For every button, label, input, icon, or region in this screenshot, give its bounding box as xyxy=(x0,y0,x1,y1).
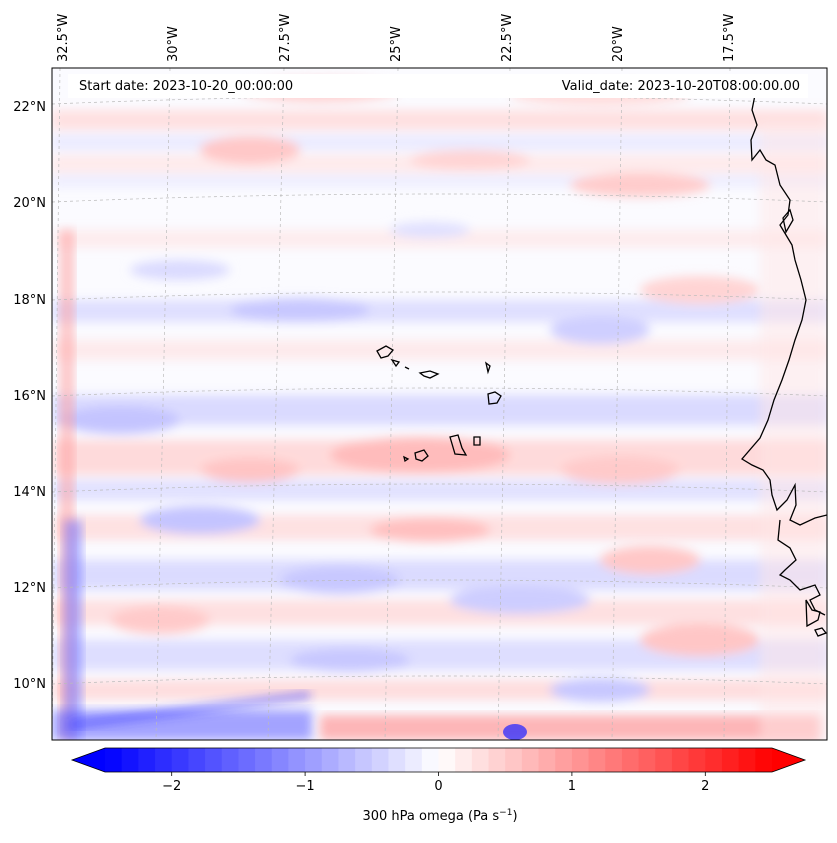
latitude-labels: 22°N 20°N 18°N 16°N 14°N 12°N 10°N xyxy=(13,100,46,692)
colorbar-segment xyxy=(471,748,490,772)
colorbar-segment xyxy=(588,748,606,772)
lon-label: 27.5°W xyxy=(278,14,293,62)
lon-label: 20°W xyxy=(611,26,626,62)
lat-label: 12°N xyxy=(13,581,46,596)
colorbar-segments xyxy=(105,748,773,772)
colorbar-segment xyxy=(671,748,690,772)
colorbar-label-close: ) xyxy=(512,809,517,824)
colorbar-segment xyxy=(138,748,156,772)
date-label-box: Start date: 2023-10-20_00:00:00 Valid_da… xyxy=(68,74,808,98)
colorbar-segment xyxy=(388,748,406,772)
cape-verde-islands xyxy=(376,345,502,463)
start-date-label: Start date: 2023-10-20_00:00:00 xyxy=(79,79,293,94)
colorbar-segment xyxy=(288,748,306,772)
colorbar-segment xyxy=(371,748,390,772)
colorbar-segment xyxy=(738,748,756,772)
colorbar-tick-label: 2 xyxy=(701,779,709,794)
colorbar-segment xyxy=(355,748,373,772)
lat-label: 18°N xyxy=(13,293,46,308)
colorbar-segment xyxy=(538,748,556,772)
colorbar-segment xyxy=(721,748,740,772)
colorbar-segment xyxy=(238,748,256,772)
colorbar-tick-label: 0 xyxy=(434,779,442,794)
colorbar-segment xyxy=(638,748,656,772)
lon-label: 32.5°W xyxy=(56,14,71,62)
colorbar-segment xyxy=(121,748,139,772)
colorbar-segment xyxy=(155,748,173,772)
valid-date-label: Valid_date: 2023-10-20T08:00:00.00 xyxy=(562,79,800,94)
colorbar-segment xyxy=(188,748,206,772)
colorbar-segment xyxy=(105,748,123,772)
colorbar-segment xyxy=(605,748,623,772)
coastline xyxy=(741,89,827,637)
colorbar-ticks: −2 −1 0 1 2 xyxy=(162,772,709,794)
colorbar-segment xyxy=(438,748,456,772)
colorbar-segment xyxy=(171,748,189,772)
lat-label: 16°N xyxy=(13,389,46,404)
lon-label: 22.5°W xyxy=(500,14,515,62)
colorbar-label-exponent: −1 xyxy=(499,808,512,818)
colorbar-segment xyxy=(488,748,506,772)
colorbar-segment xyxy=(521,748,540,772)
colorbar: −2 −1 0 1 2 300 hPa omega (Pa s−1) xyxy=(70,747,807,824)
colorbar-extend-max xyxy=(772,748,805,772)
lat-label: 14°N xyxy=(13,485,46,500)
longitude-labels: 32.5°W 30°W 27.5°W 25°W 22.5°W 20°W 17.5… xyxy=(56,14,737,62)
colorbar-segment xyxy=(405,748,423,772)
colorbar-outline xyxy=(70,747,807,773)
colorbar-segment xyxy=(505,748,523,772)
lon-label: 25°W xyxy=(389,26,404,62)
map-plot-area: Start date: 2023-10-20_00:00:00 Valid_da… xyxy=(51,67,828,741)
colorbar-extend-min xyxy=(72,748,105,772)
colorbar-segment xyxy=(655,748,673,772)
colorbar-label: 300 hPa omega (Pa s−1) xyxy=(362,808,517,824)
lon-label: 17.5°W xyxy=(722,14,737,62)
colorbar-segment xyxy=(755,748,773,772)
colorbar-segment xyxy=(421,748,440,772)
colorbar-segment xyxy=(571,748,590,772)
colorbar-segment xyxy=(705,748,723,772)
lat-label: 22°N xyxy=(13,100,46,115)
colorbar-segment xyxy=(221,748,239,772)
map-gridlines xyxy=(52,68,827,740)
colorbar-tick-label: 1 xyxy=(568,779,576,794)
colorbar-segment xyxy=(621,748,640,772)
colorbar-segment xyxy=(688,748,706,772)
lat-label: 10°N xyxy=(13,677,46,692)
lat-label: 20°N xyxy=(13,196,46,211)
colorbar-segment xyxy=(455,748,473,772)
colorbar-segment xyxy=(305,748,323,772)
colorbar-segment xyxy=(205,748,223,772)
omega-field xyxy=(52,78,827,740)
colorbar-segment xyxy=(271,748,290,772)
colorbar-segment xyxy=(321,748,340,772)
colorbar-segment xyxy=(555,748,573,772)
map-frame xyxy=(51,67,828,741)
colorbar-label-main: 300 hPa omega (Pa s xyxy=(362,809,499,824)
colorbar-segment xyxy=(338,748,356,772)
colorbar-segment xyxy=(255,748,273,772)
lon-label: 30°W xyxy=(166,26,181,62)
colorbar-tick-label: −1 xyxy=(296,779,315,794)
colorbar-tick-label: −2 xyxy=(162,779,181,794)
